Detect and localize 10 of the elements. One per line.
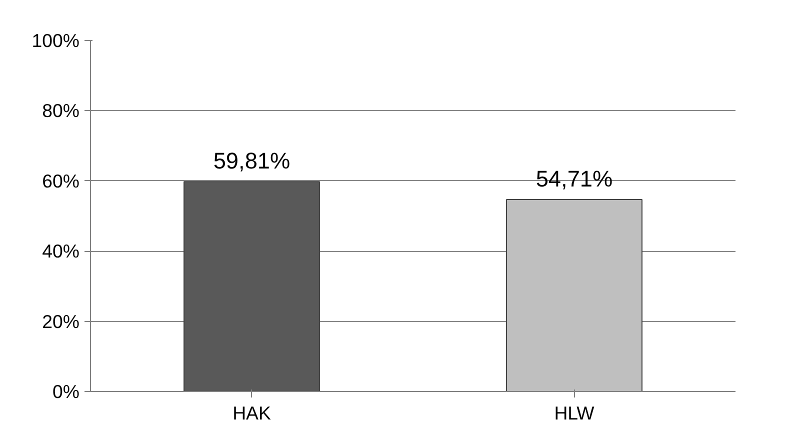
data-label: 54,71% [536,165,613,192]
y-tick-label: 80% [42,100,80,122]
y-tick-label: 40% [42,240,80,262]
y-tick-label: 60% [42,170,80,192]
x-tick-label: HAK [232,402,272,424]
y-tick-label: 0% [52,381,80,402]
x-tick-label: HLW [554,402,595,424]
y-tick-label: 20% [42,310,80,332]
y-tick-label: 100% [32,30,80,51]
data-label: 59,81% [213,148,290,174]
